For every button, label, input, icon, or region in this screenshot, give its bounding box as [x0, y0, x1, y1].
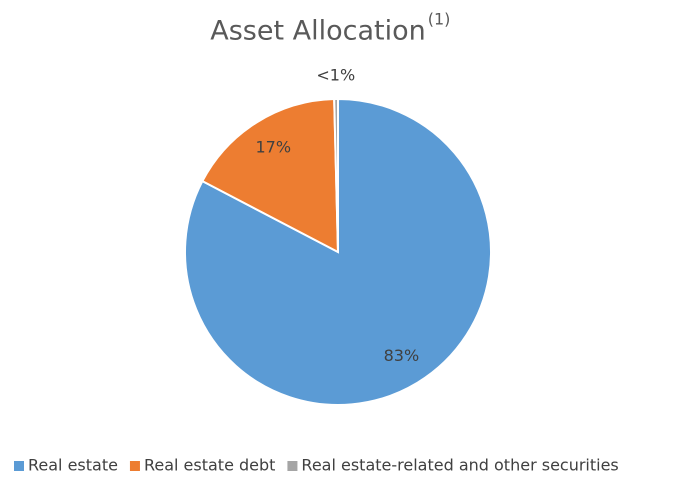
chart-title: Asset Allocation	[210, 16, 426, 47]
legend-label: Real estate-related and other securities	[301, 456, 618, 475]
legend-label: Real estate debt	[144, 456, 275, 475]
legend-swatch	[14, 461, 24, 471]
legend-swatch	[129, 461, 140, 471]
pie-slice	[333, 97, 339, 253]
data-label: <1%	[316, 66, 355, 85]
legend-label: Real estate	[28, 456, 118, 475]
pie	[184, 97, 492, 406]
title-note: (1)	[428, 10, 451, 29]
legend-swatch	[287, 461, 298, 471]
pie-slice	[201, 98, 340, 254]
data-label: 83%	[384, 346, 420, 365]
data-label: 17%	[256, 138, 292, 157]
